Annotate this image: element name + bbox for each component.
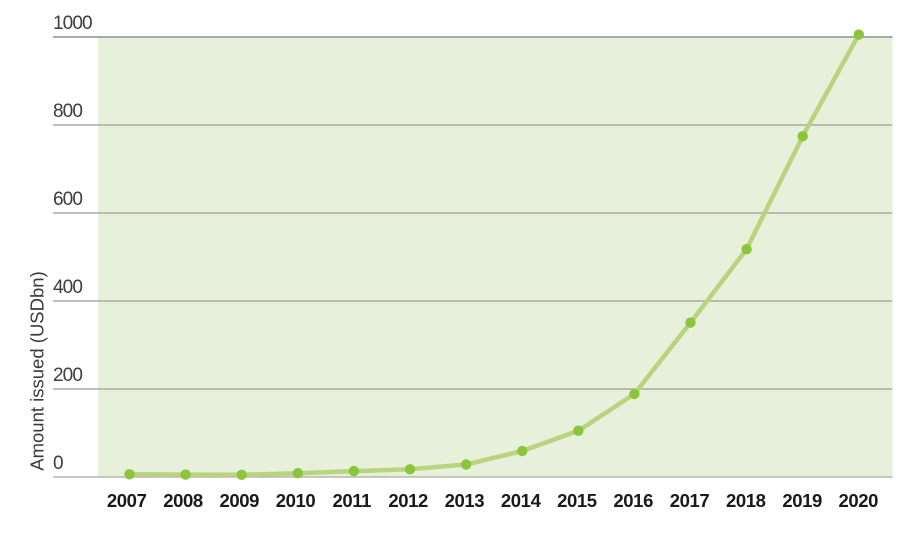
svg-text:2016: 2016 bbox=[613, 490, 653, 511]
svg-text:2011: 2011 bbox=[333, 490, 372, 511]
svg-text:2017: 2017 bbox=[670, 490, 710, 511]
svg-text:2018: 2018 bbox=[726, 490, 766, 511]
svg-text:2009: 2009 bbox=[220, 490, 260, 511]
svg-text:2008: 2008 bbox=[163, 490, 203, 511]
svg-text:2013: 2013 bbox=[445, 490, 485, 511]
svg-text:800: 800 bbox=[53, 101, 82, 122]
svg-text:2010: 2010 bbox=[276, 490, 316, 511]
svg-text:600: 600 bbox=[53, 189, 82, 210]
svg-text:1000: 1000 bbox=[53, 13, 92, 34]
svg-text:Amount issued (USDbn): Amount issued (USDbn) bbox=[27, 271, 48, 470]
svg-text:2014: 2014 bbox=[501, 490, 542, 511]
svg-text:400: 400 bbox=[53, 277, 82, 298]
svg-text:0: 0 bbox=[53, 453, 63, 474]
svg-text:2019: 2019 bbox=[782, 490, 822, 511]
svg-text:2020: 2020 bbox=[839, 490, 879, 511]
svg-text:2012: 2012 bbox=[388, 490, 428, 511]
svg-text:2007: 2007 bbox=[107, 490, 147, 511]
svg-text:200: 200 bbox=[53, 365, 82, 386]
svg-text:2015: 2015 bbox=[557, 490, 597, 511]
